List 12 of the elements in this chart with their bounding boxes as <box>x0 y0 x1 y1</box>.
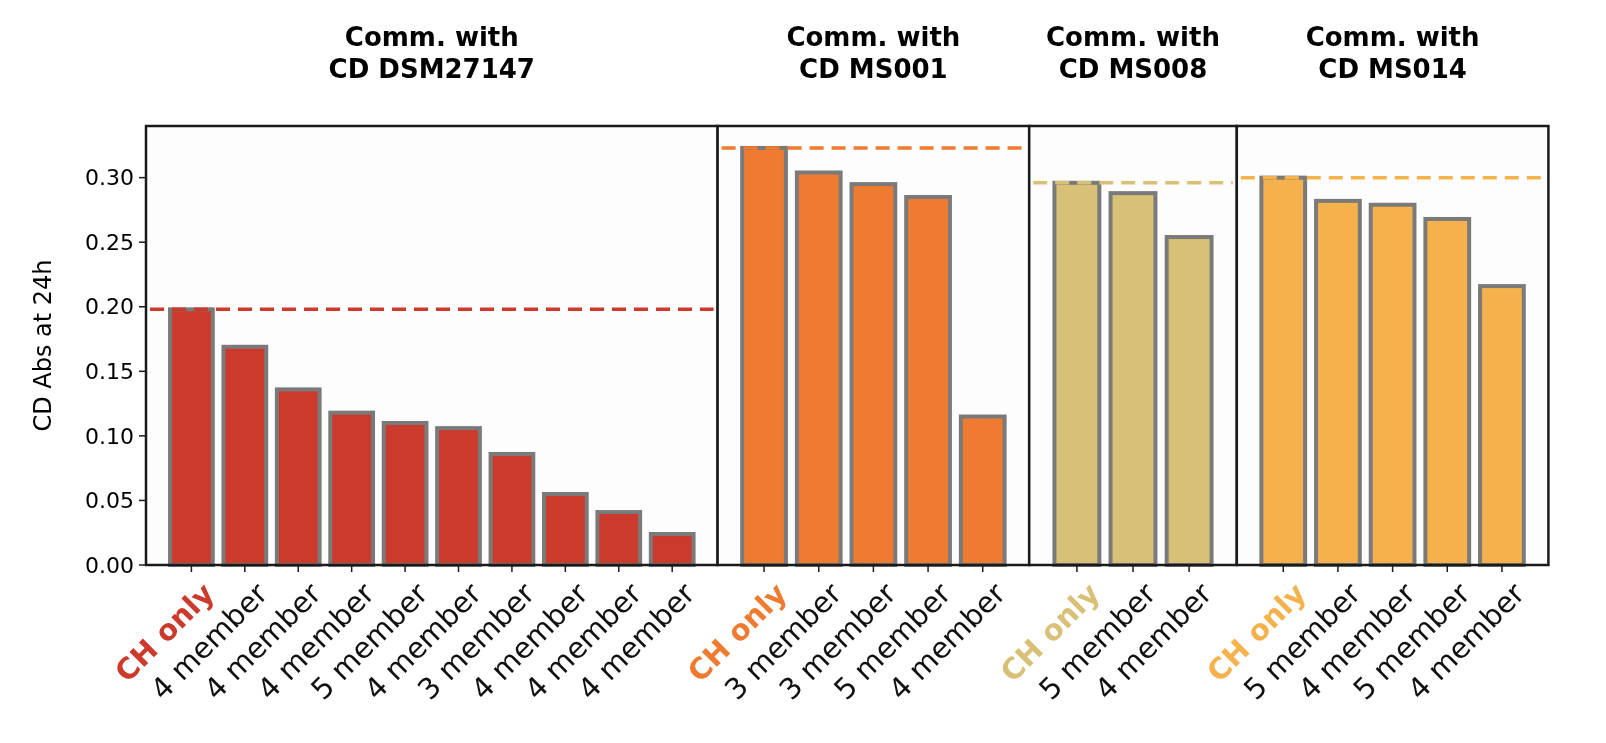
y-tick-label: 0.25 <box>85 229 134 255</box>
chart-title: Comm. with CD DSM27147 <box>328 22 535 84</box>
chart-title: Comm. with CD MS014 <box>1305 22 1480 84</box>
y-tick-label: 0.20 <box>85 294 134 320</box>
y-tick-label: 0.30 <box>85 165 134 191</box>
y-tick-label: 0.00 <box>85 552 134 578</box>
y-tick-label: 0.15 <box>85 359 134 385</box>
chart-title: Comm. with CD MS008 <box>1046 22 1220 84</box>
y-tick-label: 0.10 <box>85 423 134 449</box>
y-axis-title: CD Abs at 24h <box>29 259 57 432</box>
chart-title: Comm. with CD MS001 <box>786 22 961 84</box>
y-tick-label: 0.05 <box>85 488 134 514</box>
